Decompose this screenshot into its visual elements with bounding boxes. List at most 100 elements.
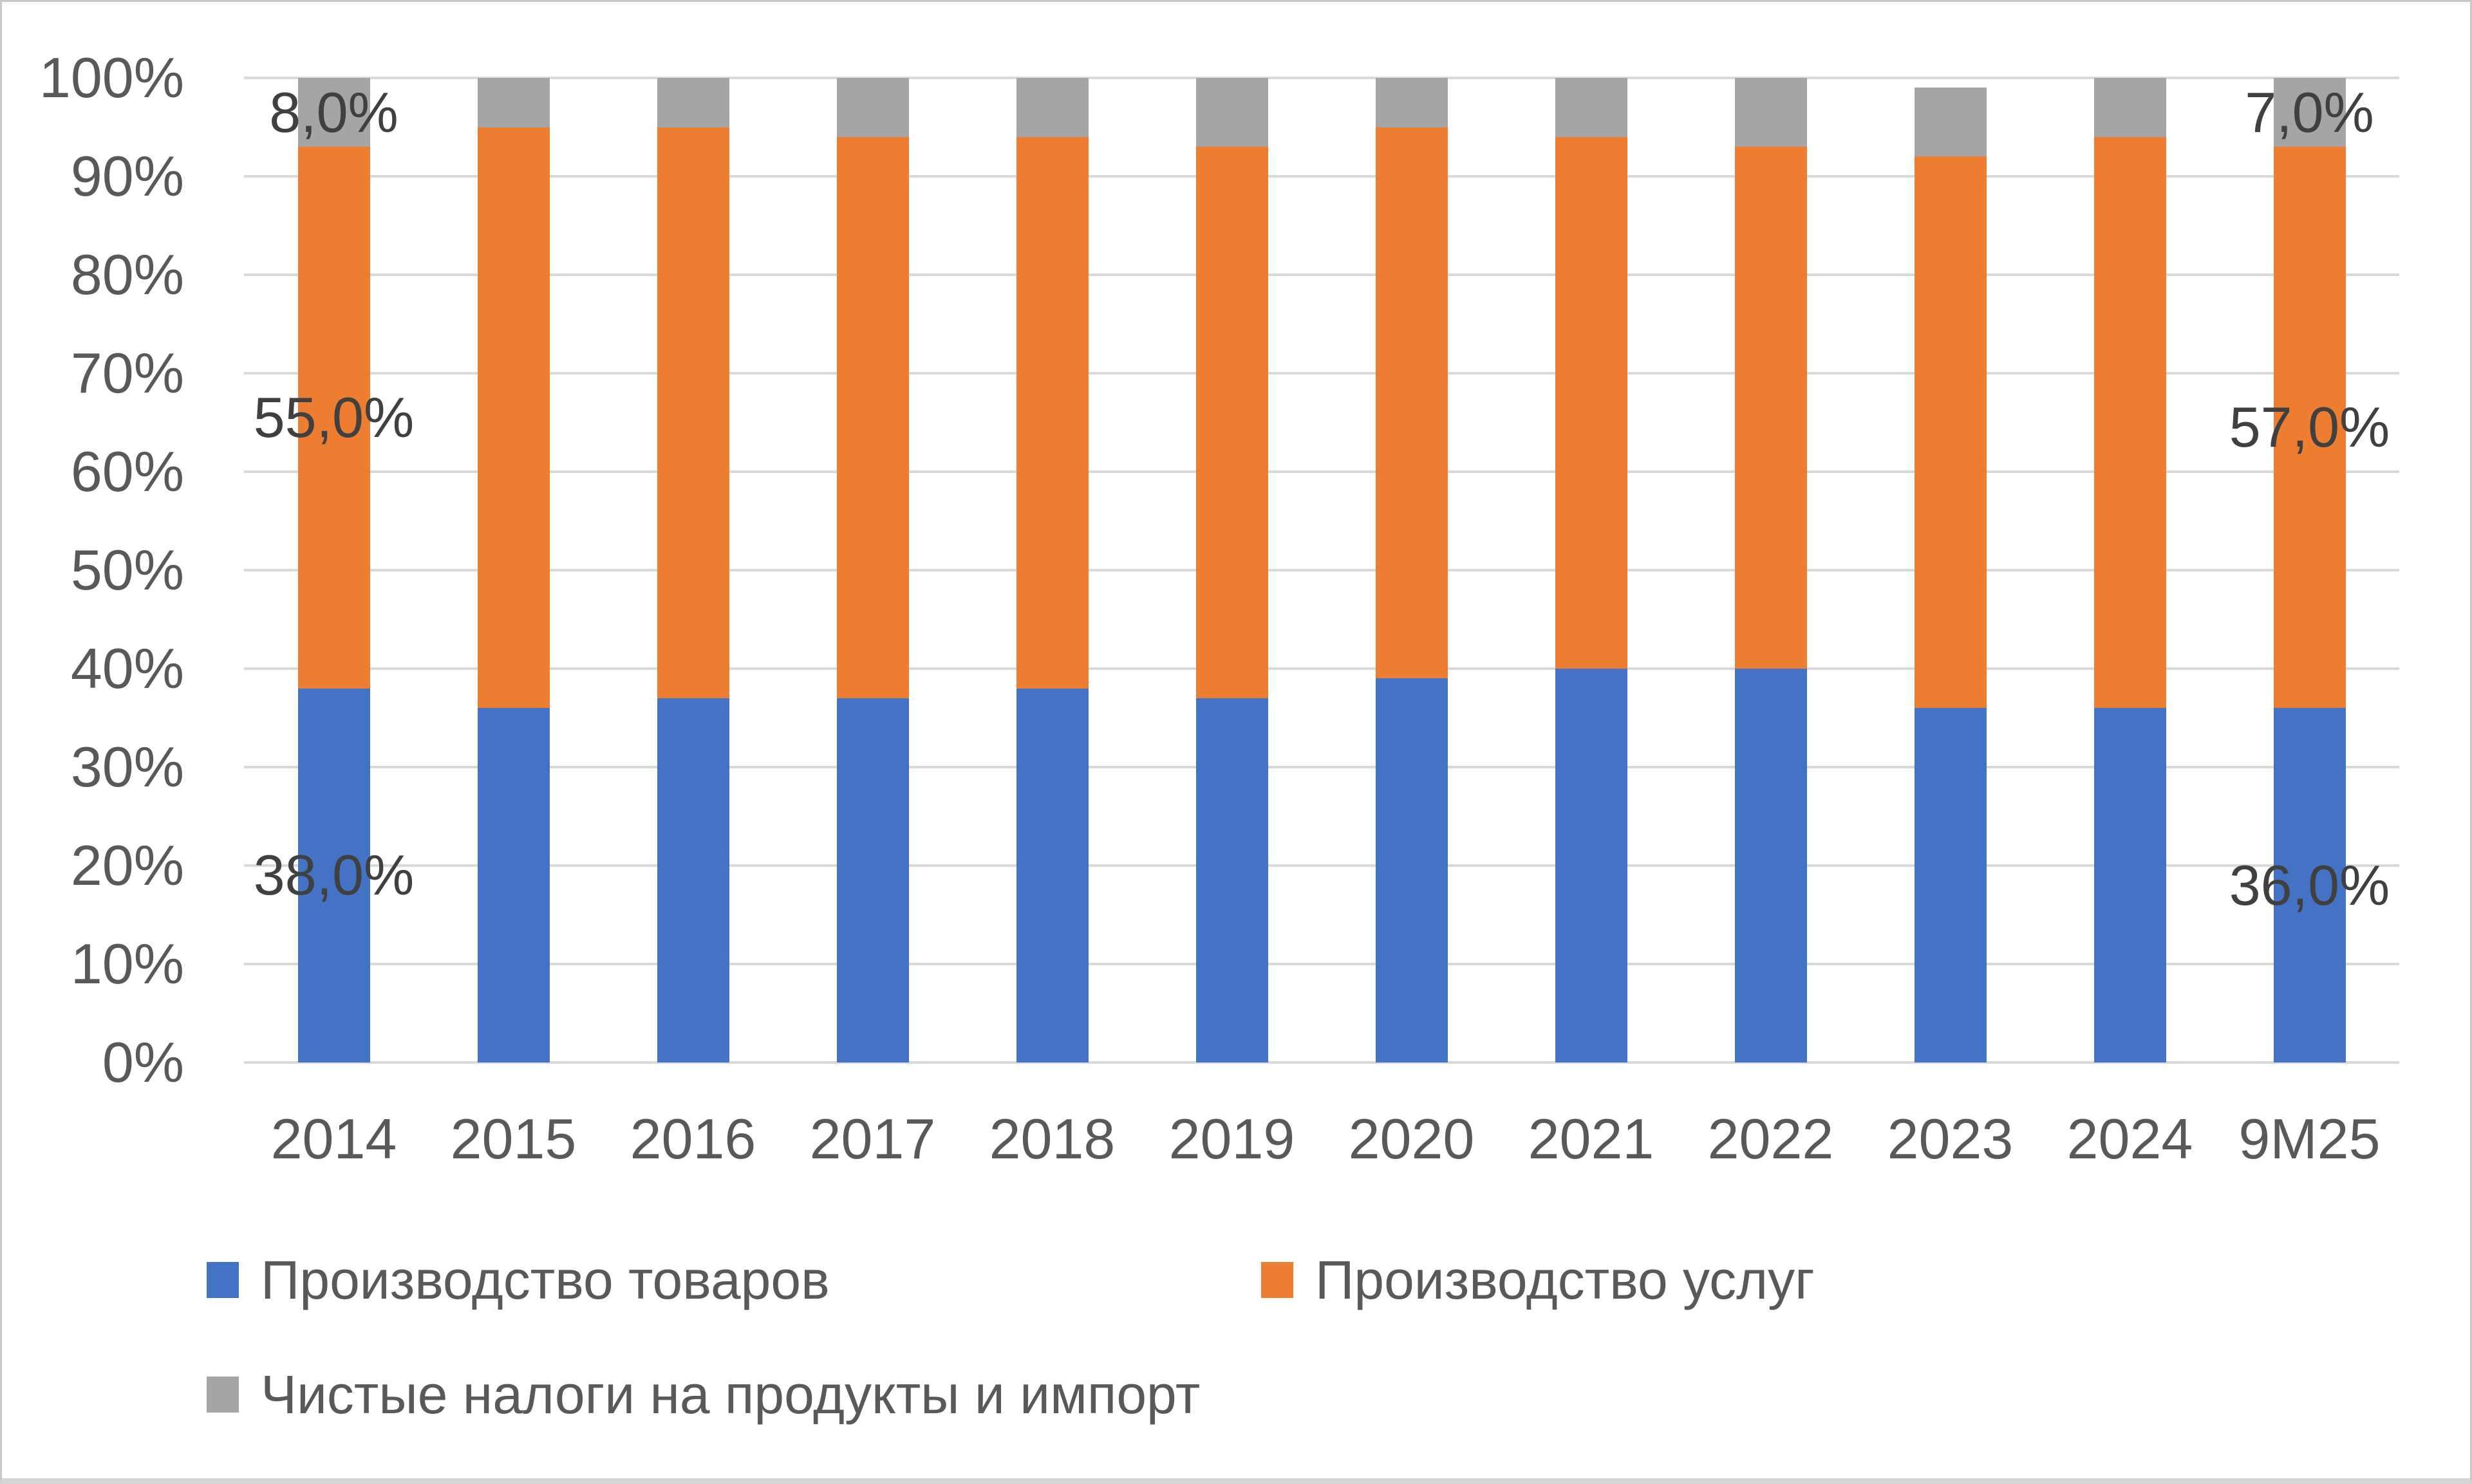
legend-item-goods: Производство товаров [207, 1249, 830, 1311]
stacked-bar-2021 [1555, 78, 1627, 1062]
bar-slot-2018 [962, 78, 1142, 1062]
bar-segment [2093, 78, 2166, 137]
stacked-bar-2023 [1914, 78, 1987, 1062]
bar-slot-2014 [244, 78, 424, 1062]
legend-marker-goods [207, 1262, 239, 1298]
legend-label-net-taxes: Чистые налоги на продукты и импорт [261, 1364, 1201, 1425]
stacked-bar-2022 [1734, 78, 1807, 1062]
bars [244, 78, 2399, 1062]
bar-segment [1914, 156, 1987, 709]
x-category-label: 2016 [630, 1107, 756, 1171]
y-tick-label: 50% [70, 538, 184, 602]
y-tick-label: 10% [70, 932, 184, 996]
legend-item-net-taxes: Чистые налоги на продукты и импорт [207, 1364, 1200, 1425]
legend-marker-net-taxes [207, 1377, 239, 1413]
bar-segment [1016, 78, 1089, 137]
bar-segment [2273, 147, 2346, 709]
legend-marker-services [1261, 1262, 1293, 1298]
legend-label-goods: Производство товаров [261, 1250, 830, 1310]
bar-slot-2023 [1860, 78, 2040, 1062]
stacked-bar-2019 [1195, 78, 1268, 1062]
x-category-label: 2022 [1707, 1107, 1834, 1171]
bar-segment [1555, 669, 1627, 1062]
x-category-label: 2015 [450, 1107, 577, 1171]
y-tick-label: 70% [70, 341, 184, 405]
bar-segment [1016, 136, 1089, 689]
x-category-label: 2014 [270, 1107, 397, 1171]
legend-item-services: Производство услуг [1261, 1249, 1815, 1311]
y-tick-label: 60% [70, 440, 184, 503]
bar-slot-2024 [2040, 78, 2220, 1062]
bar-segment [477, 127, 550, 709]
bar-segment [657, 78, 729, 127]
bar-segment [477, 708, 550, 1062]
data-label: 36,0% [2229, 853, 2390, 917]
bar-segment [2093, 136, 2166, 709]
data-label: 55,0% [253, 385, 415, 449]
bar-segment [2273, 708, 2346, 1062]
bar-segment [1195, 147, 1268, 698]
bar-segment [1375, 78, 1448, 127]
x-axis: 2014 2015 2016 2017 2018 2019 2020 2021 2022 2023… [244, 1104, 2399, 1174]
gridline [244, 667, 2399, 670]
y-tick-label: 100% [39, 46, 184, 109]
bar-slot-9M25 [2220, 78, 2399, 1062]
bar-segment [836, 698, 909, 1062]
stacked-bar-2020 [1375, 78, 1448, 1062]
y-axis: 0% 10% 20% 30% 40% 50% 60% 70% 80% 90% 100% [2, 50, 184, 1091]
y-tick-label: 20% [70, 833, 184, 897]
bar-segment [2273, 78, 2346, 147]
stacked-bar-9M25 [2273, 78, 2346, 1062]
bar-segment [1734, 669, 1807, 1062]
x-category-label: 9M25 [2238, 1107, 2381, 1171]
x-category-label: 2017 [809, 1107, 936, 1171]
x-category-label: 2023 [1887, 1107, 2014, 1171]
bar-segment [1555, 136, 1627, 669]
x-category-label: 2024 [2066, 1107, 2193, 1171]
bar-slot-2022 [1681, 78, 1860, 1062]
bar-segment [836, 136, 909, 698]
data-label: 7,0% [2245, 80, 2374, 144]
bar-segment [297, 688, 370, 1062]
gridline [244, 372, 2399, 375]
x-category-label: 2019 [1168, 1107, 1295, 1171]
gridline [244, 175, 2399, 178]
stacked-bar-2024 [2093, 78, 2166, 1062]
bar-slot-2015 [424, 78, 603, 1062]
y-tick-label: 80% [70, 243, 184, 306]
x-category-label: 2020 [1348, 1107, 1475, 1171]
bar-segment [297, 147, 370, 689]
stacked-bar-2018 [1016, 78, 1089, 1062]
y-tick-label: 40% [70, 636, 184, 700]
data-label: 57,0% [2229, 395, 2390, 459]
x-category-label: 2021 [1528, 1107, 1654, 1171]
bar-segment [297, 78, 370, 147]
gridline [244, 470, 2399, 473]
bar-slot-2019 [1142, 78, 1322, 1062]
bar-segment [1195, 78, 1268, 147]
data-label: 8,0% [269, 80, 398, 144]
bar-slot-2016 [603, 78, 783, 1062]
data-label: 38,0% [253, 843, 415, 907]
bar-segment [1016, 688, 1089, 1062]
gridline [244, 1061, 2399, 1064]
bar-segment [477, 78, 550, 127]
legend-label-services: Производство услуг [1315, 1250, 1815, 1310]
x-category-label: 2018 [989, 1107, 1116, 1171]
y-tick-label: 0% [102, 1030, 184, 1094]
bar-segment [2093, 708, 2166, 1062]
stacked-bar-2016 [657, 78, 729, 1062]
bar-segment [1375, 678, 1448, 1062]
gridline [244, 766, 2399, 768]
gridline [244, 77, 2399, 79]
stacked-bar-2017 [836, 78, 909, 1062]
y-tick-label: 90% [70, 144, 184, 208]
stacked-bar-2015 [477, 78, 550, 1062]
y-tick-label: 30% [70, 735, 184, 799]
bar-segment [1734, 147, 1807, 669]
bar-segment [1734, 78, 1807, 147]
bar-segment [836, 78, 909, 137]
stacked-bar-2014 [297, 78, 370, 1062]
bar-slot-2017 [783, 78, 962, 1062]
